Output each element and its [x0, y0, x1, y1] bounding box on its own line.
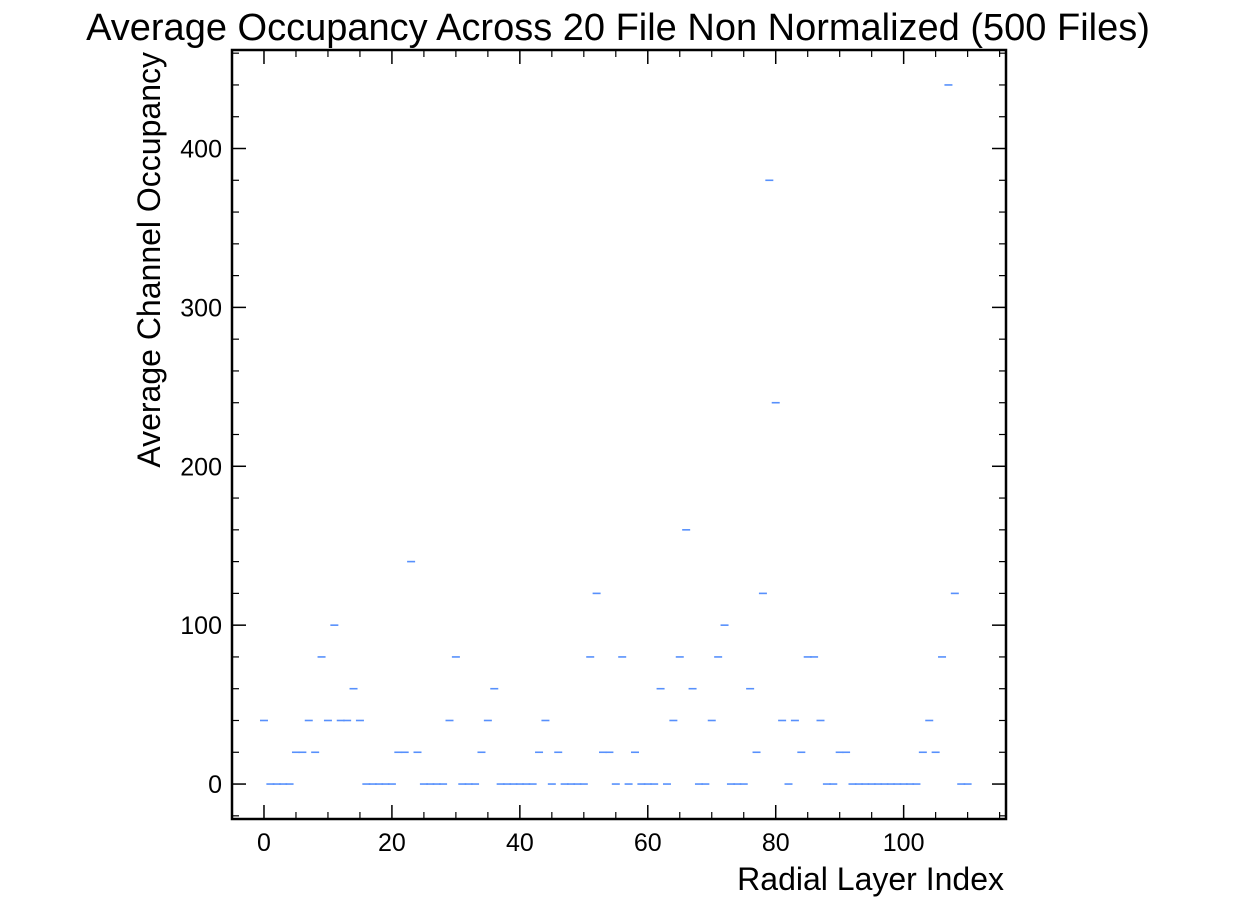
x-tick-label: 100 — [883, 829, 925, 857]
y-tick-label: 0 — [208, 771, 222, 799]
x-tick-label: 0 — [257, 829, 271, 857]
y-tick-label: 100 — [180, 612, 222, 640]
plot-frame — [230, 48, 1008, 821]
x-tick-label: 20 — [378, 829, 406, 857]
y-axis-label: Average Channel Occupancy — [131, 52, 167, 468]
x-axis-label: Radial Layer Index — [737, 861, 1004, 897]
x-tick-label: 40 — [506, 829, 534, 857]
chart-title: Average Occupancy Across 20 File Non Nor… — [86, 7, 1150, 49]
data-marks — [259, 84, 972, 785]
y-tick-label: 200 — [180, 453, 222, 481]
y-tick-label: 300 — [180, 294, 222, 322]
x-tick-label: 80 — [762, 829, 790, 857]
y-tick-label: 400 — [180, 136, 222, 164]
axis-ticks: 0 20 40 60 80 100 0 100 200 300 400 — [180, 50, 1006, 857]
x-tick-label: 60 — [634, 829, 662, 857]
